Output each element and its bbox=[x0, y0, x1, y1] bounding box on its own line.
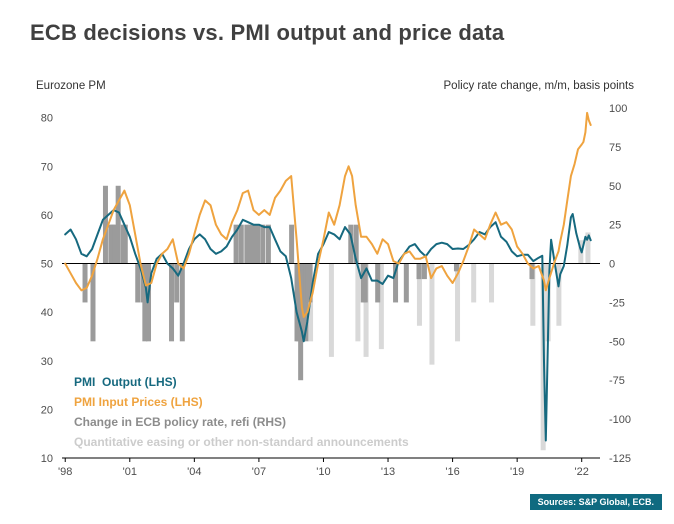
svg-text:100: 100 bbox=[609, 103, 627, 115]
svg-text:10: 10 bbox=[41, 453, 53, 465]
svg-text:'13: '13 bbox=[381, 466, 395, 478]
svg-text:80: 80 bbox=[41, 113, 53, 125]
svg-text:40: 40 bbox=[41, 307, 53, 319]
svg-text:70: 70 bbox=[41, 161, 53, 173]
svg-text:'07: '07 bbox=[252, 466, 266, 478]
svg-text:50: 50 bbox=[609, 181, 621, 193]
legend-item-qe: Quantitative easing or other non-standar… bbox=[74, 435, 409, 449]
chart-legend: PMI Output (LHS) PMI Input Prices (LHS) … bbox=[74, 372, 409, 452]
svg-text:'10: '10 bbox=[316, 466, 330, 478]
right-axis-title: Policy rate change, m/m, basis points bbox=[443, 80, 634, 92]
legend-item-rate-change: Change in ECB policy rate, refi (RHS) bbox=[74, 415, 287, 429]
svg-text:75: 75 bbox=[609, 142, 621, 154]
chart-title: ECB decisions vs. PMI output and price d… bbox=[30, 20, 505, 45]
svg-text:20: 20 bbox=[41, 404, 53, 416]
legend-item-pmi-output: PMI Output (LHS) bbox=[74, 375, 177, 389]
svg-text:25: 25 bbox=[609, 220, 621, 232]
svg-text:-125: -125 bbox=[609, 453, 631, 465]
svg-text:60: 60 bbox=[41, 210, 53, 222]
svg-text:'98: '98 bbox=[58, 466, 72, 478]
svg-text:'22: '22 bbox=[575, 466, 589, 478]
svg-text:-75: -75 bbox=[609, 375, 625, 387]
svg-text:'04: '04 bbox=[187, 466, 201, 478]
svg-text:0: 0 bbox=[609, 259, 615, 271]
svg-text:'19: '19 bbox=[510, 466, 524, 478]
svg-text:-50: -50 bbox=[609, 336, 625, 348]
svg-text:'16: '16 bbox=[445, 466, 459, 478]
svg-text:50: 50 bbox=[41, 259, 53, 271]
left-axis-title: Eurozone PM bbox=[36, 80, 106, 92]
source-attribution: Sources: S&P Global, ECB. bbox=[529, 494, 662, 510]
svg-text:-25: -25 bbox=[609, 297, 625, 309]
legend-item-pmi-input-prices: PMI Input Prices (LHS) bbox=[74, 395, 203, 409]
svg-text:30: 30 bbox=[41, 356, 53, 368]
svg-text:'01: '01 bbox=[123, 466, 137, 478]
svg-text:-100: -100 bbox=[609, 414, 631, 426]
